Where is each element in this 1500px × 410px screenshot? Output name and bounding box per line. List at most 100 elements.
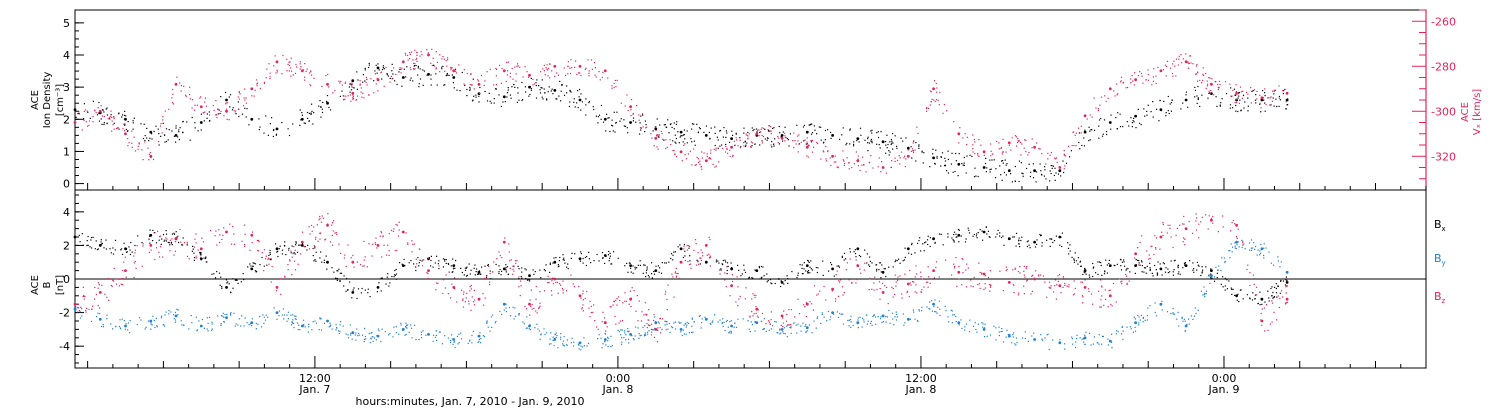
vx-dot: [83, 110, 85, 112]
bz-dot: [445, 274, 447, 276]
bz-dot: [450, 297, 452, 299]
bz-dot: [582, 293, 584, 295]
bx-dot: [232, 287, 234, 289]
bz-dot: [619, 299, 621, 302]
by-dot: [774, 321, 776, 323]
by-dot: [566, 339, 568, 341]
ion-density-dot: [1116, 128, 1118, 130]
by-dot: [201, 318, 204, 321]
vx-dot: [642, 126, 644, 128]
ion-density-dot: [182, 131, 184, 133]
by-dot: [747, 320, 749, 322]
by-dot: [749, 316, 751, 318]
bx-dot: [787, 278, 789, 280]
by-point: [831, 311, 834, 314]
bx-dot: [985, 226, 987, 228]
by-dot: [1183, 318, 1185, 320]
vx-dot: [844, 162, 846, 164]
bz-dot: [876, 278, 878, 280]
bz-dot: [978, 283, 981, 285]
vx-dot: [78, 111, 80, 113]
bz-dot: [388, 254, 390, 256]
by-dot: [721, 323, 723, 325]
bx-dot: [1138, 262, 1140, 264]
bz-dot: [413, 243, 415, 245]
ion-density-dot: [1010, 173, 1012, 175]
by-dot: [638, 333, 640, 335]
ion-density-dot: [693, 140, 695, 142]
bx-dot: [563, 257, 565, 259]
by-dot: [406, 327, 408, 329]
ion-density-dot: [768, 125, 770, 127]
vx-dot: [580, 74, 582, 77]
bz-dot: [195, 257, 197, 259]
vx-dot: [546, 64, 548, 66]
by-dot: [387, 334, 390, 336]
bz-dot: [133, 255, 135, 257]
by-dot: [687, 322, 690, 325]
ion-density-dot: [1240, 109, 1242, 111]
by-dot: [1232, 246, 1234, 248]
ion-density-dot: [824, 129, 827, 132]
by-dot: [1107, 338, 1109, 340]
by-dot: [620, 343, 623, 345]
bz-dot: [471, 296, 473, 298]
ion-density-dot: [1201, 94, 1203, 96]
ion-density-dot: [1088, 126, 1090, 128]
bx-dot: [810, 260, 812, 262]
vx-dot: [1208, 77, 1210, 79]
vx-dot: [431, 48, 433, 50]
bx-point: [957, 233, 961, 237]
vx-dot: [708, 156, 710, 159]
bz-dot: [462, 299, 464, 301]
vx-dot: [912, 151, 915, 153]
bz-dot: [375, 243, 377, 245]
by-dot: [1027, 340, 1029, 342]
ion-density-dot: [418, 86, 420, 88]
ion-density-dot: [1005, 174, 1007, 176]
bz-dot: [664, 293, 666, 295]
vx-dot: [290, 67, 292, 69]
by-dot: [229, 313, 231, 315]
bx-point: [780, 281, 784, 284]
vx-dot: [1095, 107, 1097, 109]
vx-dot: [691, 164, 693, 166]
bx-dot: [525, 269, 527, 271]
bx-dot: [1173, 260, 1175, 262]
bz-dot: [454, 277, 456, 279]
ion-density-dot: [521, 81, 523, 84]
bx-dot: [175, 231, 177, 233]
ion-density-dot: [507, 87, 509, 89]
bx-point: [679, 247, 683, 251]
bx-dot: [356, 297, 358, 300]
ion-density-dot: [693, 123, 695, 125]
vx-dot: [308, 72, 311, 74]
by-dot: [450, 339, 452, 342]
ion-density-dot: [639, 133, 641, 135]
vx-dot: [1031, 138, 1033, 140]
ion-density-dot: [569, 101, 571, 103]
ion-density-dot: [806, 143, 808, 145]
bx-dot: [349, 281, 351, 283]
by-dot: [782, 322, 784, 324]
vx-dot: [288, 61, 290, 63]
vx-dot: [225, 103, 227, 105]
by-dot: [783, 327, 786, 329]
bz-dot: [1054, 279, 1057, 281]
by-dot: [633, 339, 635, 341]
bz-dot: [582, 310, 584, 312]
vx-dot: [881, 161, 883, 163]
vx-dot: [1265, 104, 1267, 106]
ion-density-dot: [932, 153, 934, 155]
by-dot: [363, 338, 366, 340]
ion-density-dot: [377, 63, 379, 65]
bx-dot: [1067, 247, 1070, 249]
vx-dot: [898, 155, 900, 157]
vx-dot: [939, 91, 941, 94]
bz-point: [401, 230, 405, 234]
bz-dot: [825, 299, 827, 301]
by-dot: [457, 343, 459, 345]
bx-dot: [1034, 246, 1037, 248]
ion-density-dot: [445, 75, 447, 77]
vx-dot: [447, 74, 449, 77]
